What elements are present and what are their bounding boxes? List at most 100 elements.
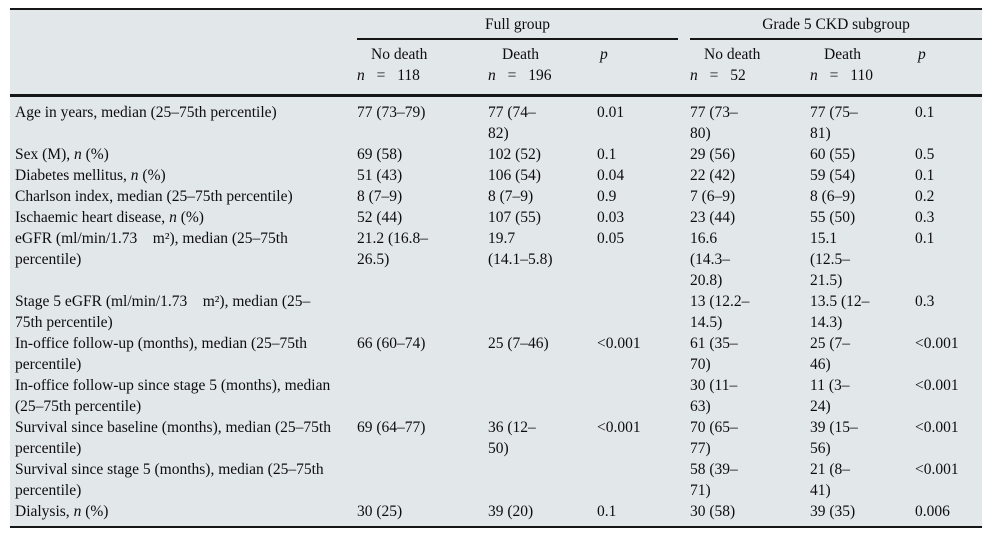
value-cell: 61 (35–70): [690, 335, 738, 373]
group-header-full-group: Full group: [357, 9, 679, 40]
column-spacer: [678, 459, 690, 501]
value-cell: 39 (35): [810, 503, 856, 520]
value-cell: 107 (55): [488, 209, 541, 226]
column-spacer: [678, 291, 690, 333]
table-row: Sex (M), n (%) 69 (58) 102 (52) 0.1 29 (…: [10, 144, 982, 165]
value-cell: 19.7 (14.1–5.8): [488, 230, 553, 268]
comparison-table: Full group Grade 5 CKD subgroup No death…: [10, 8, 983, 528]
value-cell: 25 (7–46): [810, 335, 851, 373]
value-cell: <0.001: [915, 377, 959, 394]
value-cell: 23 (44): [690, 209, 736, 226]
table-row: In-office follow-up since stage 5 (month…: [10, 375, 982, 417]
value-cell: 0.1: [915, 104, 935, 121]
row-label: Dialysis, n (%): [15, 503, 109, 520]
value-cell: 60 (55): [810, 146, 856, 163]
value-cell: 0.1: [597, 503, 617, 520]
value-cell: 77 (73–80): [690, 104, 738, 142]
value-cell: <0.001: [915, 335, 959, 352]
table-body: Age in years, median (25–75th percentile…: [10, 96, 982, 528]
value-cell: 13 (12.2–14.5): [690, 293, 750, 331]
value-cell: 69 (64–77): [357, 419, 426, 436]
value-cell: 0.006: [915, 503, 950, 520]
value-cell: 21.2 (16.8–26.5): [357, 230, 429, 268]
table-row: Stage 5 eGFR (ml/min/1.73 m²), median (2…: [10, 291, 982, 333]
value-cell: 30 (25): [357, 503, 403, 520]
value-cell: 0.1: [915, 230, 935, 247]
value-cell: 77 (73–79): [357, 104, 426, 121]
row-label: Stage 5 eGFR (ml/min/1.73 m²), median (2…: [15, 293, 311, 331]
column-title: Death: [502, 46, 540, 63]
value-cell: 36 (12–50): [488, 419, 536, 457]
value-cell: <0.001: [597, 419, 641, 436]
value-cell: 0.5: [915, 146, 935, 163]
column-spacer: [678, 165, 690, 186]
column-header-sub-death: Death n = 110: [810, 39, 916, 97]
value-cell: [597, 375, 678, 417]
value-cell: 8 (6–9): [810, 188, 856, 205]
value-cell: 77 (74–82): [488, 104, 536, 142]
value-cell: [357, 459, 488, 501]
value-cell: 0.03: [597, 209, 625, 226]
column-spacer: [678, 96, 690, 145]
table-row: Charlson index, median (25–75th percenti…: [10, 186, 982, 207]
sample-size: n = 118: [357, 67, 420, 84]
column-header-sub-p: p: [915, 39, 983, 97]
column-spacer: [678, 501, 690, 527]
table-row: Age in years, median (25–75th percentile…: [10, 96, 982, 145]
value-cell: 0.01: [597, 104, 625, 121]
sample-size: n = 110: [810, 67, 873, 84]
value-cell: 106 (54): [488, 167, 541, 184]
column-spacer: [678, 186, 690, 207]
column-spacer: [678, 333, 690, 375]
value-cell: 0.3: [915, 209, 935, 226]
value-cell: 52 (44): [357, 209, 403, 226]
table-row: In-office follow-up (months), median (25…: [10, 333, 982, 375]
row-label: Sex (M), n (%): [15, 146, 109, 163]
table-header: Full group Grade 5 CKD subgroup No death…: [10, 9, 983, 97]
value-cell: <0.001: [597, 335, 641, 352]
value-cell: 21 (8–41): [810, 461, 851, 499]
value-cell: [488, 291, 597, 333]
value-cell: 15.1 (12.5–21.5): [810, 230, 851, 289]
value-cell: [488, 459, 597, 501]
group-header-blank: [10, 9, 357, 39]
column-title: Death: [824, 46, 862, 63]
table-row: Dialysis, n (%) 30 (25) 39 (20) 0.1 30 (…: [10, 501, 982, 527]
value-cell: <0.001: [915, 419, 959, 436]
group-header-ckd-subgroup: Grade 5 CKD subgroup: [690, 9, 983, 40]
row-label: In-office follow-up (months), median (25…: [15, 335, 307, 373]
table-row: Survival since baseline (months), median…: [10, 417, 982, 459]
value-cell: 0.1: [915, 167, 935, 184]
value-cell: 51 (43): [357, 167, 403, 184]
value-cell: 0.04: [597, 167, 625, 184]
value-cell: [357, 291, 488, 333]
value-cell: 22 (42): [690, 167, 736, 184]
row-label: Survival since baseline (months), median…: [15, 419, 331, 457]
column-spacer: [678, 9, 690, 39]
table-row: Survival since stage 5 (months), median …: [10, 459, 982, 501]
value-cell: 69 (58): [357, 146, 403, 163]
value-cell: 0.05: [597, 230, 625, 247]
column-title: p: [600, 46, 608, 63]
value-cell: 29 (56): [690, 146, 736, 163]
row-label: Survival since stage 5 (months), median …: [15, 461, 324, 499]
value-cell: 0.1: [597, 146, 617, 163]
value-cell: 25 (7–46): [488, 335, 549, 352]
value-cell: 55 (50): [810, 209, 856, 226]
value-cell: 0.3: [915, 293, 935, 310]
column-spacer: [678, 39, 691, 97]
row-label: Ischaemic heart disease, n (%): [15, 209, 204, 226]
row-label: Diabetes mellitus, n (%): [15, 167, 166, 184]
table-row: Ischaemic heart disease, n (%) 52 (44) 1…: [10, 207, 982, 228]
column-header-full-p: p: [597, 39, 679, 97]
value-cell: 30 (58): [690, 503, 736, 520]
row-label: In-office follow-up since stage 5 (month…: [15, 377, 331, 415]
value-cell: 0.2: [915, 188, 935, 205]
column-header-full-death: Death n = 196: [488, 39, 597, 97]
value-cell: 8 (7–9): [488, 188, 534, 205]
value-cell: [357, 375, 488, 417]
value-cell: 7 (6–9): [690, 188, 736, 205]
table-row: eGFR (ml/min/1.73 m²), median (25–75th p…: [10, 228, 982, 291]
value-cell: 39 (15–56): [810, 419, 858, 457]
